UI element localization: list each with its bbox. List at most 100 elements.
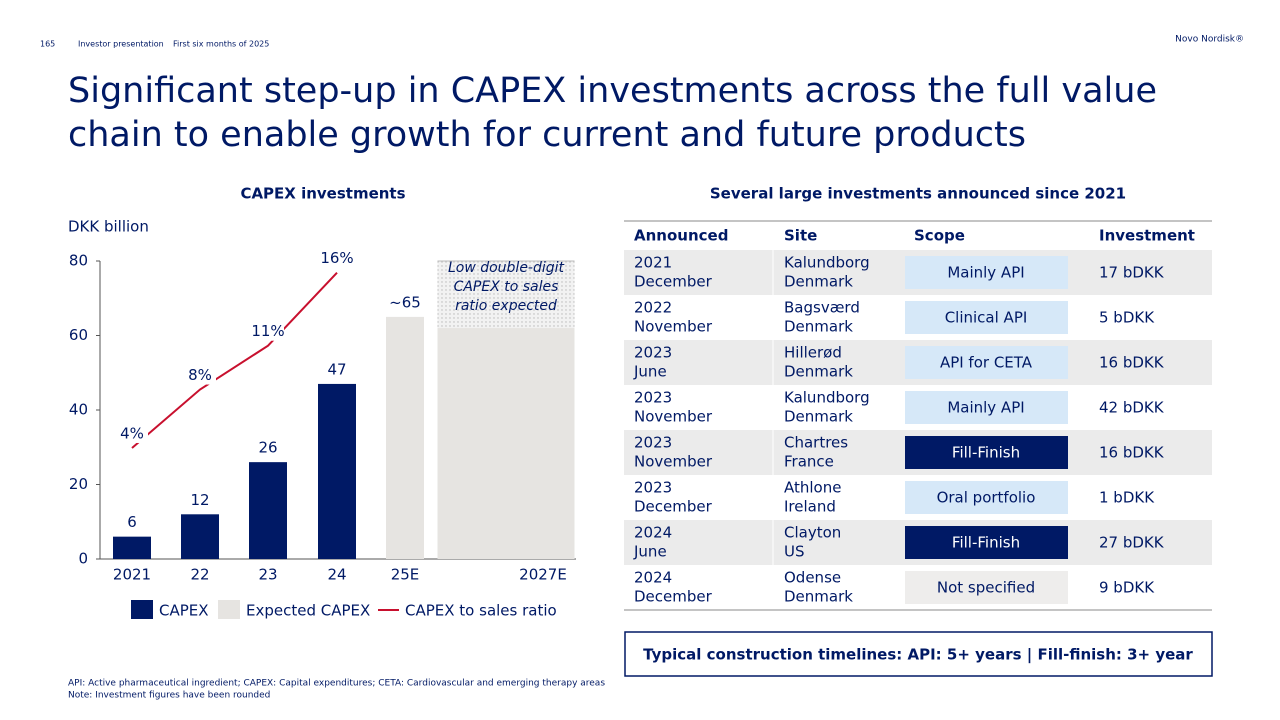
investment: 42 bDKK [1099, 399, 1165, 417]
data-label: 12 [190, 491, 209, 509]
investment: 5 bDKK [1099, 309, 1155, 327]
label-bg [321, 249, 353, 268]
bar [249, 462, 287, 559]
data-label: 6 [127, 513, 137, 531]
month: December [634, 498, 713, 516]
legend-label: CAPEX [159, 602, 209, 620]
year: 2022 [634, 299, 672, 317]
y-tick-label: 60 [69, 326, 88, 344]
country: Denmark [784, 363, 853, 381]
scope-box [905, 346, 1068, 379]
scope: Not specified [937, 579, 1035, 597]
data-label: 11% [251, 322, 284, 340]
y-tick-label: 20 [69, 475, 88, 493]
bar [437, 328, 575, 559]
site: Kalundborg [784, 254, 870, 272]
scope-box [905, 391, 1068, 424]
site: Bagsværd [784, 299, 860, 317]
label-bg [116, 424, 148, 443]
y-tick-label: 80 [69, 252, 88, 270]
site: Odense [784, 569, 841, 587]
brand: Novo Nordisk® [1175, 35, 1244, 45]
callout: Typical construction timelines: API: 5+ … [643, 646, 1193, 665]
data-label: 26 [258, 439, 277, 457]
data-label: ~65 [389, 293, 421, 311]
month: November [634, 408, 713, 426]
y-axis-label: DKK billion [68, 218, 149, 236]
x-tick-label: 22 [190, 566, 209, 584]
data-label: 16% [320, 249, 353, 267]
month: June [633, 363, 667, 381]
x-tick-label: 2021 [113, 566, 151, 584]
column-header: Announced [634, 227, 728, 245]
site: Athlone [784, 479, 841, 497]
site: Kalundborg [784, 389, 870, 407]
year: 2021 [634, 254, 672, 272]
annotation: Low double-digit [448, 260, 565, 276]
footnote: Note: Investment figures have been round… [68, 691, 270, 701]
month: December [634, 273, 713, 291]
x-tick-label: 25E [391, 566, 420, 584]
bar [113, 536, 151, 559]
year: 2023 [634, 479, 672, 497]
investment: 1 bDKK [1099, 489, 1155, 507]
label-bg [252, 322, 284, 341]
scope: Mainly API [947, 264, 1024, 282]
column-header: Scope [914, 227, 965, 245]
month: December [634, 588, 713, 606]
year: 2024 [634, 569, 672, 587]
title-line: chain to enable growth for current and f… [68, 115, 1026, 155]
country: Denmark [784, 273, 853, 291]
annotation: CAPEX to sales [454, 279, 559, 295]
footnote: API: Active pharmaceutical ingredient; C… [68, 679, 605, 689]
scope: Mainly API [947, 399, 1024, 417]
country: Denmark [784, 588, 853, 606]
data-label: 4% [120, 424, 144, 442]
label-bg [184, 366, 216, 385]
title-line: Significant step-up in CAPEX investments… [68, 71, 1157, 111]
data-label: 47 [327, 360, 346, 378]
scope-box [905, 256, 1068, 289]
country: US [784, 543, 805, 561]
expected-range [437, 261, 575, 329]
investment: 16 bDKK [1099, 444, 1165, 462]
investment: 16 bDKK [1099, 354, 1165, 372]
bar [386, 316, 424, 559]
legend-swatch [131, 600, 153, 619]
scope: Oral portfolio [937, 489, 1036, 507]
data-label: 8% [188, 366, 212, 384]
month: November [634, 453, 713, 471]
chart-title: CAPEX investments [240, 185, 405, 203]
scope: Clinical API [945, 309, 1028, 327]
country: France [784, 453, 834, 471]
year: 2023 [634, 434, 672, 452]
column-header: Site [784, 227, 817, 245]
y-tick-label: 40 [69, 401, 88, 419]
site: Hillerød [784, 344, 842, 362]
year: 2023 [634, 344, 672, 362]
scope: API for CETA [940, 354, 1033, 372]
investment: 9 bDKK [1099, 579, 1155, 597]
country: Denmark [784, 408, 853, 426]
site: Clayton [784, 524, 841, 542]
legend-label: CAPEX to sales ratio [405, 602, 557, 620]
section: Investor presentation [78, 40, 164, 49]
x-tick-label: 2027E [519, 566, 567, 584]
legend-swatch [218, 600, 240, 619]
period: First six months of 2025 [173, 40, 269, 49]
scope: Fill-Finish [952, 444, 1020, 462]
page-number: 165 [40, 40, 55, 49]
country: Ireland [784, 498, 836, 516]
callout-box [624, 631, 1213, 677]
column-header: Investment [1099, 227, 1195, 245]
scope-box [905, 436, 1068, 469]
year: 2024 [634, 524, 672, 542]
country: Denmark [784, 318, 853, 336]
bar [318, 383, 356, 559]
y-tick-label: 0 [78, 550, 88, 568]
legend-label: Expected CAPEX [246, 602, 370, 620]
table-title: Several large investments announced sinc… [710, 185, 1126, 203]
scope-box [905, 571, 1068, 604]
